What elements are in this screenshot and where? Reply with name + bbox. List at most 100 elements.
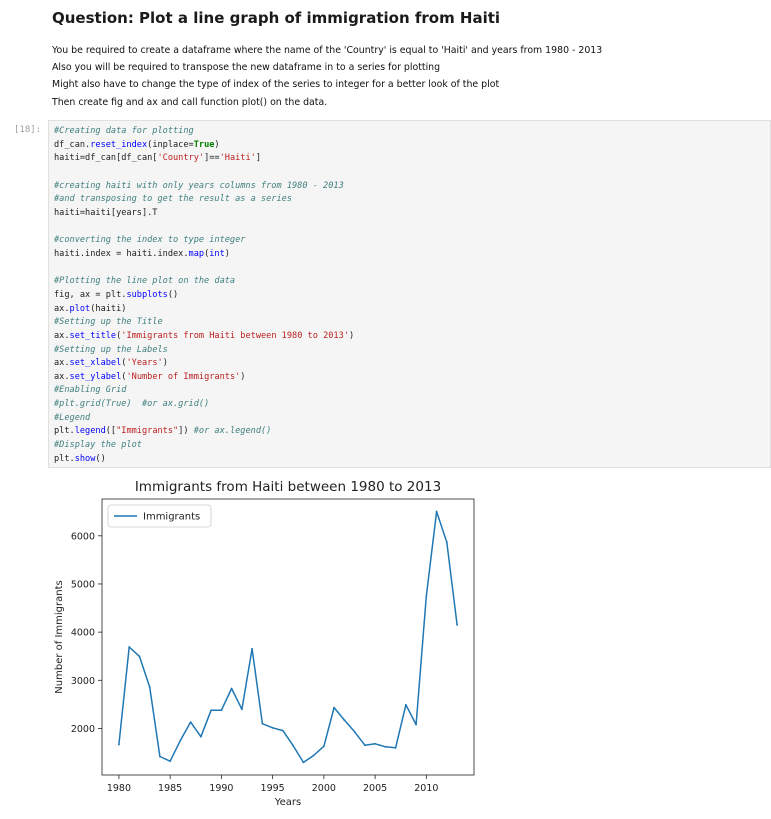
code-token: #Plotting the line plot on the data <box>54 276 236 287</box>
code-token: 'Immigrants from Haiti between 1980 to 2… <box>121 330 349 341</box>
code-token: ( <box>116 330 122 341</box>
instruction-line-1: You be required to create a dataframe wh… <box>52 45 603 56</box>
code-line: fig, ax = plt.subplots() <box>54 289 354 303</box>
instruction-line-3: Might also have to change the type of in… <box>52 79 500 91</box>
code-token: #Enabling Grid <box>54 385 127 396</box>
x-tick-label: 1980 <box>107 783 131 794</box>
data-point <box>363 744 366 747</box>
code-line <box>54 262 354 276</box>
data-point <box>169 760 172 763</box>
code-token: "Immigrants" <box>116 426 179 437</box>
code-token: ([ <box>105 426 117 437</box>
code-token: #Legend <box>54 412 91 423</box>
code-line <box>54 166 354 180</box>
markdown-cell: Question: Plot a line graph of immigrati… <box>52 6 752 111</box>
code-token: ) <box>162 358 168 369</box>
code-line: df_can.reset_index(inplace=True) <box>54 139 354 153</box>
code-token: #Setting up the Title <box>54 317 163 328</box>
data-point <box>261 722 264 725</box>
code-token: #or ax.legend() <box>193 426 272 437</box>
data-point <box>312 754 315 757</box>
y-tick-label: 2000 <box>71 724 95 735</box>
code-token: #creating haiti with only years columns … <box>54 180 344 191</box>
x-tick-label: 2005 <box>363 783 387 794</box>
x-tick-label: 1990 <box>209 783 233 794</box>
code-token: 'Country' <box>157 153 205 164</box>
data-point <box>159 755 161 758</box>
code-line: ax.set_xlabel('Years') <box>54 357 354 371</box>
code-token: haiti=df_can[df_can[ <box>54 153 158 164</box>
data-point <box>220 709 223 712</box>
y-tick-label: 4000 <box>71 628 95 639</box>
y-axis-label: Number of Immigrants <box>54 580 65 693</box>
code-line: #creating haiti with only years columns … <box>54 180 354 194</box>
code-token: ] <box>255 153 261 164</box>
code-line: #Creating data for plotting <box>54 125 354 139</box>
code-token: plt. <box>54 453 75 464</box>
code-token: #converting the index to type integer <box>54 235 246 246</box>
data-point <box>179 739 182 742</box>
chart-title: Immigrants from Haiti between 1980 to 20… <box>135 479 441 495</box>
code-token: haiti.index = haiti.index. <box>54 248 189 259</box>
data-point <box>384 745 387 748</box>
x-tick-label: 2010 <box>414 783 438 794</box>
code-token: set_title <box>69 330 117 341</box>
data-point <box>353 730 356 733</box>
data-point <box>292 744 295 747</box>
output-area: Immigrants from Haiti between 1980 to 20… <box>48 472 488 812</box>
code-token: set_ylabel <box>69 371 122 382</box>
data-point <box>118 743 120 746</box>
code-line: ax.set_title('Immigrants from Haiti betw… <box>54 330 354 344</box>
code-cell[interactable]: #Creating data for plotting df_can.reset_… <box>48 120 771 468</box>
code-line: #and transposing to get the result as a … <box>54 193 354 207</box>
code-token: ) <box>224 248 230 259</box>
instructions: You be required to create a dataframe wh… <box>52 42 752 111</box>
code-token: ) <box>240 371 246 382</box>
y-tick-label: 5000 <box>71 579 95 590</box>
code-token: () <box>95 453 106 464</box>
code-token: 'Number of Immigrants' <box>126 371 241 382</box>
code-token: (haiti) <box>90 303 127 314</box>
code-line: #Plotting the line plot on the data <box>54 275 354 289</box>
code-token: #plt.grid(True) #or ax.grid() <box>54 399 210 410</box>
code-line: plt.legend(["Immigrants"]) #or ax.legend… <box>54 425 354 439</box>
x-tick-label: 1985 <box>158 783 182 794</box>
code-token: 'Haiti' <box>219 153 256 164</box>
data-point <box>394 746 397 749</box>
data-point <box>404 703 407 706</box>
data-point <box>148 686 151 688</box>
code-token: show <box>74 453 96 464</box>
y-tick-label: 6000 <box>71 531 95 542</box>
data-point <box>302 761 305 764</box>
plot-frame <box>101 498 475 776</box>
y-tick-label: 3000 <box>71 676 95 687</box>
code-token: (inplace= <box>147 139 194 150</box>
code-token: int <box>209 248 225 259</box>
data-point <box>210 709 213 712</box>
code-token: ax. <box>54 330 70 341</box>
code-token: ax. <box>54 303 70 314</box>
code-token: ( <box>121 358 127 369</box>
question-heading: Question: Plot a line graph of immigrati… <box>52 9 501 27</box>
code-line: #Display the plot <box>54 439 354 453</box>
legend-label: Immigrants <box>143 512 200 523</box>
code-token: ax. <box>54 358 70 369</box>
instruction-line-2: Also you will be required to transpose t… <box>52 62 441 74</box>
cell-prompt: [18]: <box>14 125 42 135</box>
series-line <box>118 510 458 764</box>
code-line: plt.show() <box>54 453 354 467</box>
code-token: haiti=haiti[years].T <box>54 207 158 218</box>
code-line: haiti=haiti[years].T <box>54 207 354 221</box>
code-token: True <box>193 139 215 150</box>
data-point <box>240 708 243 711</box>
code-editor[interactable]: #Creating data for plotting df_can.reset_… <box>54 125 354 466</box>
code-line <box>54 221 354 235</box>
data-point <box>456 623 458 626</box>
code-line: #Setting up the Labels <box>54 344 354 358</box>
instruction-line-4: Then create fig and ax and call function… <box>52 96 328 108</box>
data-point <box>230 687 233 690</box>
data-point <box>199 735 202 738</box>
data-point <box>415 723 417 726</box>
code-line: #converting the index to type integer <box>54 234 354 248</box>
x-tick-label: 1995 <box>261 783 285 794</box>
